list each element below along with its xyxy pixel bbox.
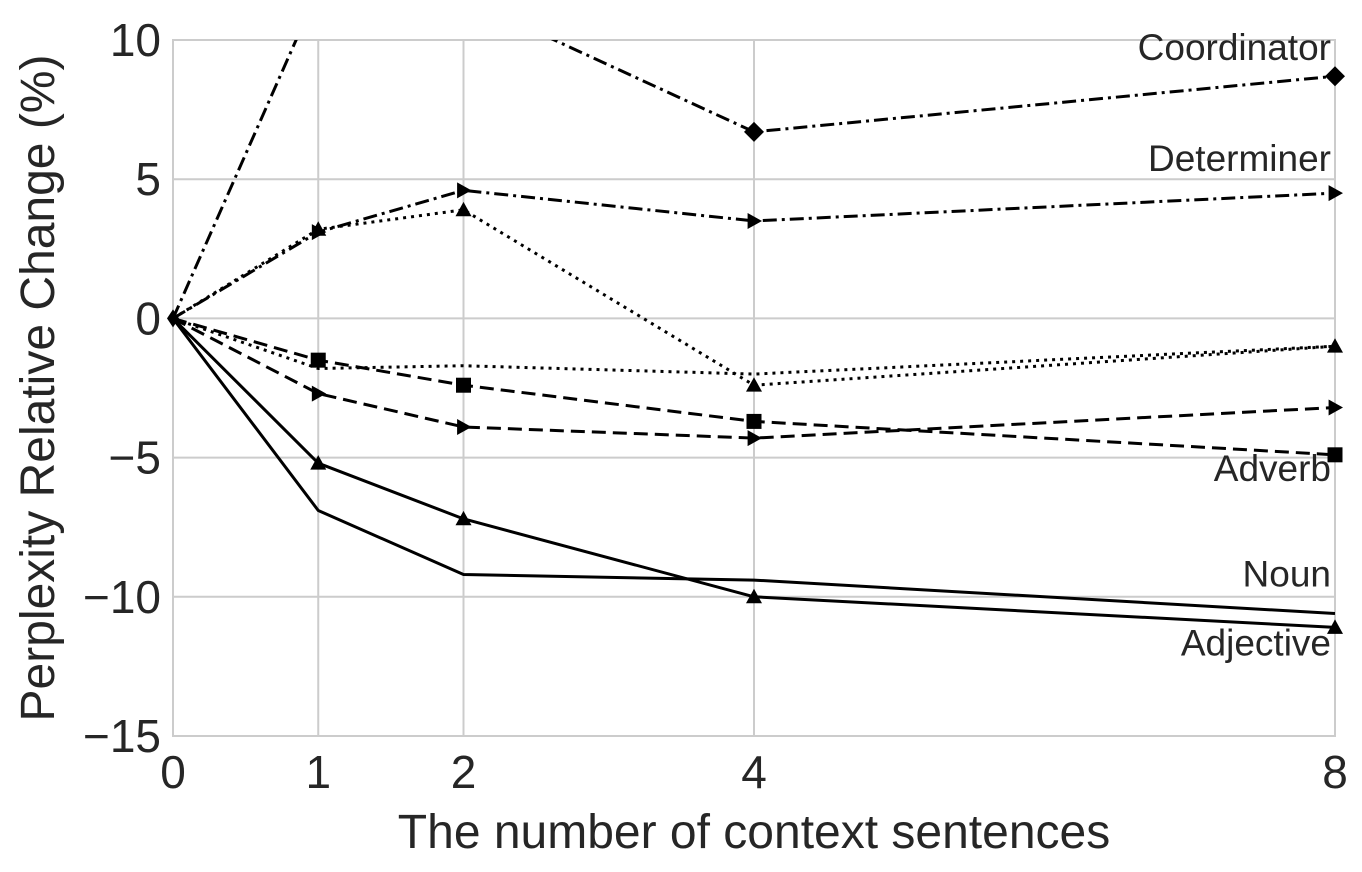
triangle-up-marker	[310, 455, 327, 470]
triangle-up-marker	[310, 221, 327, 236]
marker-group	[167, 66, 1345, 634]
x-axis-title: The number of context sentences	[398, 806, 1110, 859]
triangle-right-marker	[457, 182, 472, 199]
square-marker	[746, 413, 762, 429]
triangle-right-marker	[311, 385, 327, 402]
x-tick-label: 1	[305, 746, 331, 798]
y-tick-label: −5	[109, 432, 161, 484]
triangle-right-marker	[457, 418, 472, 435]
y-axis-title: Perplexity Relative Change (%)	[12, 55, 65, 722]
series-label: Coordinator	[1138, 27, 1331, 68]
series-labels: Coordinator Determiner Adverb Noun Adjective	[1138, 27, 1331, 663]
x-tick-label: 2	[451, 746, 477, 798]
origin-marker	[167, 309, 179, 328]
x-tick-label: 0	[160, 746, 186, 798]
square-marker	[310, 352, 326, 368]
y-tick-label: −10	[83, 571, 161, 623]
triangle-up-marker	[455, 510, 472, 526]
y-tick-label: −15	[83, 710, 161, 762]
series-label: Noun	[1243, 554, 1331, 595]
triangle-up-marker	[1327, 338, 1343, 353]
series-label: Determiner	[1148, 138, 1331, 179]
square-marker	[456, 377, 471, 393]
y-tick-label: 10	[110, 14, 161, 66]
triangle-right-marker	[747, 212, 762, 229]
series-line-0	[173, 40, 1335, 320]
series-label: Adjective	[1181, 622, 1331, 663]
diamond-marker	[744, 121, 764, 142]
tick-labels: 0 1 2 4 8 −15 −10 −5 0 5 10	[83, 14, 1348, 798]
triangle-right-marker	[1328, 185, 1343, 202]
plot-frame	[172, 39, 1336, 737]
triangle-up-marker	[746, 377, 762, 392]
triangle-right-marker	[747, 430, 762, 447]
series-line-2	[173, 208, 1335, 387]
x-tick-label: 8	[1322, 746, 1348, 798]
diamond-marker	[1325, 66, 1345, 87]
series-line-3	[173, 316, 1335, 376]
y-tick-label: 0	[135, 292, 161, 344]
series-label: Adverb	[1214, 448, 1331, 489]
series-line-1	[173, 188, 1335, 320]
x-tick-label: 4	[741, 746, 767, 798]
y-tick-label: 5	[135, 153, 161, 205]
square-marker	[1327, 447, 1343, 463]
series-line-4	[173, 317, 1335, 440]
series-line-6	[173, 317, 1335, 616]
triangle-up-marker	[746, 588, 762, 604]
triangle-right-marker	[1328, 399, 1343, 416]
triangle-up-marker	[1327, 619, 1343, 634]
triangle-up-marker	[455, 201, 472, 217]
